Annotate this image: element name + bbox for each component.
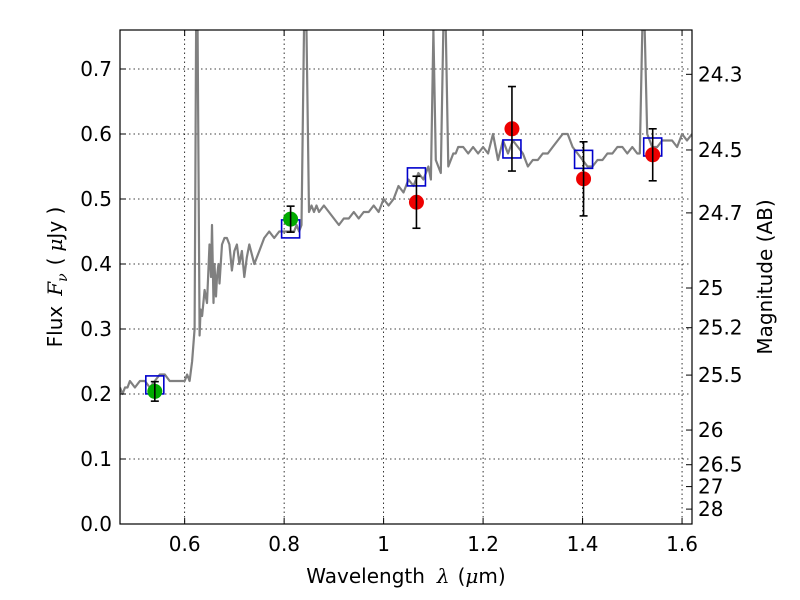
y-tick-label: 0.5 [80, 187, 112, 211]
magnitude-tick-label: 27 [698, 475, 723, 499]
grid [120, 30, 692, 525]
y-tick-label: 0.6 [80, 122, 112, 146]
magnitude-tick-label: 24.3 [698, 62, 743, 86]
y-tick-label: 0.3 [80, 317, 112, 341]
spectrum-series [120, 30, 692, 396]
y-tick-label: 0.4 [80, 252, 112, 276]
x-tick-label: 1.4 [567, 532, 599, 556]
magnitude-tick-label: 24.5 [698, 138, 743, 162]
magnitude-tick-label: 25.2 [698, 316, 743, 340]
x-tick-label: 0.6 [169, 532, 201, 556]
x-tick-label: 1.2 [467, 532, 499, 556]
magnitude-tick-label: 24.7 [698, 201, 743, 225]
x-axis-label: Wavelength λ (μm) [306, 564, 505, 588]
y-tick-label: 0.0 [80, 512, 112, 536]
spectrum-line [120, 30, 692, 396]
magnitude-tick-label: 25 [698, 276, 723, 300]
x-tick-label: 1.6 [666, 532, 698, 556]
magnitude-tick-label: 25.5 [698, 363, 743, 387]
photometry-markers [145, 85, 663, 402]
y-tick-label: 0.7 [80, 57, 112, 81]
y-axis-label: FluxFν(μJy ) [43, 207, 71, 348]
x-axis-ticks: 0.6 0.8 1 1.2 1.4 1.6 [169, 30, 698, 556]
y-tick-label: 0.1 [80, 447, 112, 471]
magnitude-tick-label: 26 [698, 418, 723, 442]
y-tick-label: 0.2 [80, 382, 112, 406]
y-axis-ticks: 0.0 0.1 0.2 0.3 0.4 0.5 0.6 0.7 [80, 57, 126, 536]
magnitude-axis-label: Magnitude (AB) [753, 199, 777, 354]
plot-frame [119, 29, 693, 525]
x-tick-label: 0.8 [268, 532, 300, 556]
magnitude-tick-label: 26.5 [698, 453, 743, 477]
x-tick-label: 1 [377, 532, 390, 556]
magnitude-tick-label: 28 [698, 497, 723, 521]
